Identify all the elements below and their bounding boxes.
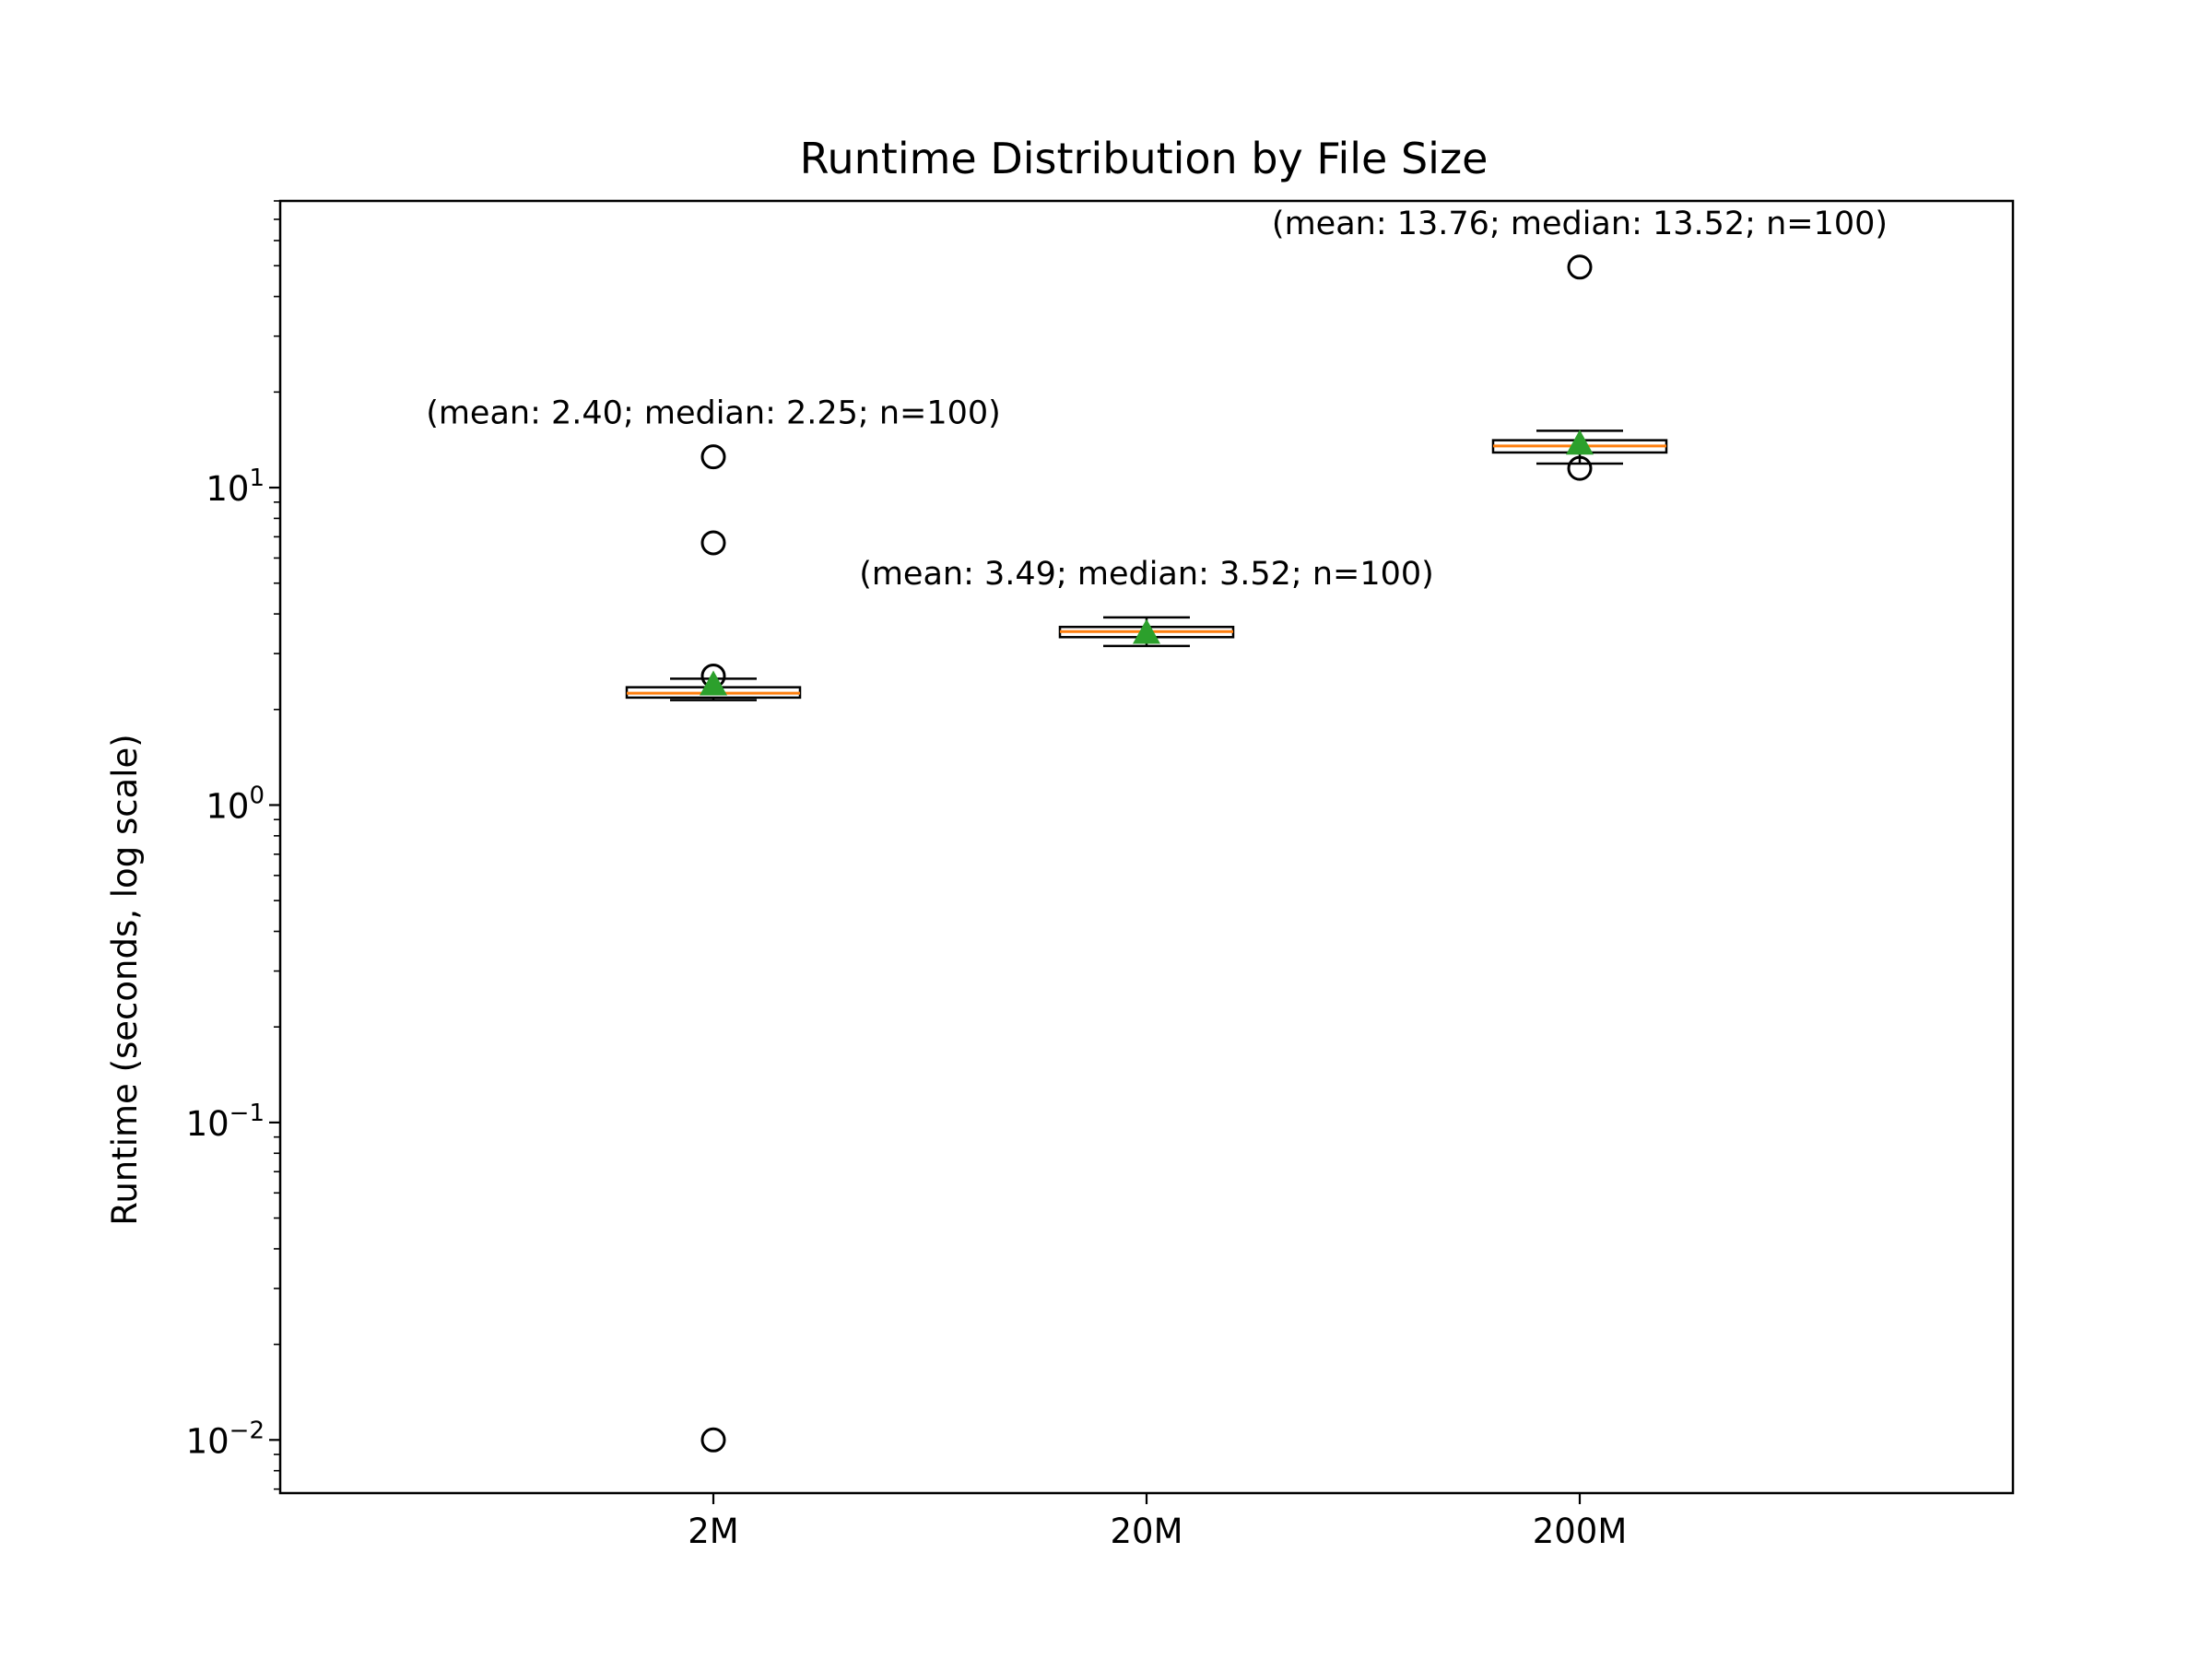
stats-annotation: (mean: 13.76; median: 13.52; n=100) (1272, 206, 1888, 242)
box-2M (625, 444, 802, 1453)
stats-annotation: (mean: 3.49; median: 3.52; n=100) (859, 556, 1434, 593)
outlier-point (700, 530, 726, 556)
y-tick-label: 10−2 (186, 1417, 265, 1461)
stats-annotation: (mean: 2.40; median: 2.25; n=100) (426, 395, 1001, 432)
y-tick-label: 101 (206, 465, 265, 509)
box-200M (1491, 254, 1668, 481)
axis-ticks: 10−2 10−1 100 101 2M 20M 200M (186, 200, 1628, 1551)
box-20M (1058, 616, 1235, 648)
boxes (625, 254, 1668, 1453)
y-axis-label: Runtime (seconds, log scale) (105, 734, 145, 1225)
plot-area-frame (278, 199, 2015, 1495)
outlier-point (1567, 455, 1593, 481)
y-tick-label: 100 (206, 782, 265, 826)
annotations: (mean: 2.40; median: 2.25; n=100) (mean: … (426, 206, 1888, 593)
x-tick-label: 20M (1110, 1512, 1182, 1551)
x-tick-label: 200M (1533, 1512, 1628, 1551)
x-tick-label: 2M (688, 1512, 738, 1551)
outlier-point (700, 444, 726, 470)
y-tick-label: 10−1 (186, 1100, 265, 1144)
chart-title: Runtime Distribution by File Size (800, 134, 1488, 183)
outlier-point (700, 1427, 726, 1453)
mean-marker (1566, 429, 1594, 455)
mean-marker (1133, 618, 1160, 644)
outlier-point (1567, 254, 1593, 280)
mean-marker (700, 670, 727, 696)
